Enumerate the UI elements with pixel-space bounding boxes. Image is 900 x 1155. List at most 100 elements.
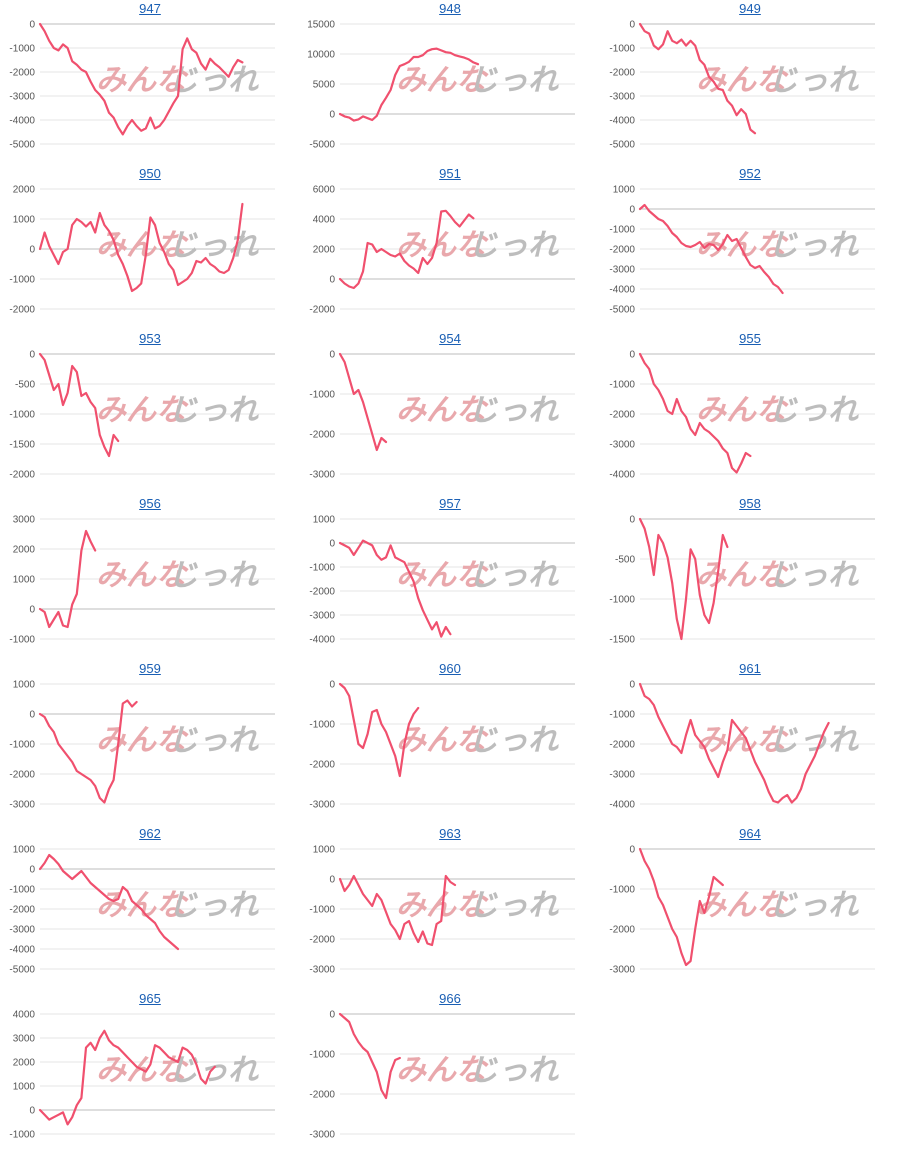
- y-tick-label: 2000: [13, 545, 36, 556]
- chart-title-link[interactable]: 952: [739, 166, 761, 181]
- y-tick-label: -500: [615, 555, 635, 566]
- chart-title-link[interactable]: 963: [439, 826, 461, 841]
- series-line: [38, 202, 244, 293]
- y-tick-label: -2000: [609, 740, 635, 751]
- chart-title-link[interactable]: 961: [739, 661, 761, 676]
- chart-957: 1000 0 -1000 -2000 -3000 -4000 みんな じっれ 957: [300, 495, 600, 660]
- y-tick-label: 0: [629, 20, 635, 31]
- y-tick-label: -3000: [609, 265, 635, 276]
- y-tick-label: -2000: [609, 245, 635, 256]
- chart-title-link[interactable]: 960: [439, 661, 461, 676]
- watermark-logo-gray: じっれ: [768, 63, 859, 98]
- chart-title-link[interactable]: 951: [439, 166, 461, 181]
- y-tick-label: -3000: [609, 770, 635, 781]
- y-tick-label: -1000: [9, 885, 35, 896]
- y-tick-label: 0: [629, 205, 635, 216]
- chart-953: 0 -500 -1000 -1500 -2000 みんな じっれ 953: [0, 330, 300, 495]
- watermark-logo-red: みんな: [696, 393, 789, 428]
- y-tick-label: -3000: [9, 92, 35, 103]
- watermark-logo-red: みんな: [396, 723, 489, 758]
- series-line: [638, 847, 724, 967]
- y-tick-label: 1000: [13, 575, 36, 586]
- watermark-logo-red: みんな: [396, 1053, 489, 1088]
- y-tick-label: 1000: [313, 845, 336, 856]
- y-tick-label: -5000: [9, 140, 35, 151]
- y-tick-label: -2000: [9, 770, 35, 781]
- y-tick-label: -5000: [609, 305, 635, 316]
- watermark-logo-red: みんな: [696, 558, 789, 593]
- chart-title-link[interactable]: 954: [439, 331, 461, 346]
- y-tick-label: -3000: [609, 440, 635, 451]
- watermark-logo-red: みんな: [96, 558, 189, 593]
- chart-title-link[interactable]: 957: [439, 496, 461, 511]
- y-tick-label: -2000: [309, 1090, 335, 1101]
- y-tick-label: -1000: [9, 635, 35, 646]
- chart-950: 2000 1000 0 -1000 -2000 みんな じっれ 950: [0, 165, 300, 330]
- chart-title-link[interactable]: 950: [139, 166, 161, 181]
- y-tick-label: -3000: [609, 92, 635, 103]
- series-line: [638, 203, 784, 295]
- watermark-logo-gray: じっれ: [168, 393, 259, 428]
- chart-title-link[interactable]: 948: [439, 1, 461, 16]
- watermark-logo-gray: じっれ: [168, 1053, 259, 1088]
- y-tick-label: -2000: [9, 68, 35, 79]
- series-line: [638, 22, 757, 135]
- y-tick-label: -1500: [9, 440, 35, 451]
- chart-title-link[interactable]: 964: [739, 826, 761, 841]
- y-tick-label: 0: [29, 605, 35, 616]
- y-tick-label: 0: [329, 350, 335, 361]
- y-tick-label: -3000: [309, 965, 335, 976]
- y-tick-label: -3000: [309, 470, 335, 481]
- watermark-logo-gray: じっれ: [468, 888, 559, 923]
- chart-title-link[interactable]: 953: [139, 331, 161, 346]
- y-tick-label: -3000: [309, 800, 335, 811]
- watermark-logo-gray: じっれ: [768, 228, 859, 263]
- y-tick-label: -3000: [309, 1130, 335, 1141]
- y-tick-label: 2000: [13, 1058, 36, 1069]
- chart-966: 0 -1000 -2000 -3000 みんな じっれ 966: [300, 990, 600, 1155]
- y-tick-label: -2000: [309, 305, 335, 316]
- y-tick-label: -1000: [9, 1130, 35, 1141]
- y-tick-label: -2000: [309, 430, 335, 441]
- chart-title-link[interactable]: 955: [739, 331, 761, 346]
- watermark-logo-gray: じっれ: [468, 228, 559, 263]
- y-tick-label: -1000: [309, 720, 335, 731]
- watermark-logo-red: みんな: [396, 393, 489, 428]
- y-tick-label: 0: [629, 845, 635, 856]
- watermark-logo-gray: じっれ: [468, 723, 559, 758]
- watermark-logo-gray: じっれ: [468, 393, 559, 428]
- y-tick-label: -1000: [609, 225, 635, 236]
- watermark-logo-red: みんな: [96, 393, 189, 428]
- watermark-logo-gray: じっれ: [468, 558, 559, 593]
- chart-title-link[interactable]: 966: [439, 991, 461, 1006]
- y-tick-label: -2000: [309, 760, 335, 771]
- series-line: [638, 682, 830, 804]
- chart-title-link[interactable]: 949: [739, 1, 761, 16]
- y-tick-label: 1000: [13, 680, 36, 691]
- y-tick-label: 10000: [307, 50, 335, 61]
- y-tick-label: -1000: [609, 710, 635, 721]
- y-tick-label: -1000: [9, 410, 35, 421]
- y-tick-label: -2000: [9, 470, 35, 481]
- y-tick-label: 3000: [13, 1034, 36, 1045]
- y-tick-label: -1000: [609, 380, 635, 391]
- chart-title-link[interactable]: 959: [139, 661, 161, 676]
- watermark-logo-gray: じっれ: [168, 228, 259, 263]
- y-tick-label: 0: [629, 515, 635, 526]
- series-line: [38, 699, 138, 804]
- series-line: [638, 352, 752, 474]
- chart-title-link[interactable]: 965: [139, 991, 161, 1006]
- chart-title-link[interactable]: 958: [739, 496, 761, 511]
- y-tick-label: -4000: [9, 945, 35, 956]
- chart-title-link[interactable]: 956: [139, 496, 161, 511]
- chart-title-link[interactable]: 947: [139, 1, 161, 16]
- watermark-logo-red: みんな: [696, 888, 789, 923]
- chart-title-link[interactable]: 962: [139, 826, 161, 841]
- watermark-logo-gray: じっれ: [768, 558, 859, 593]
